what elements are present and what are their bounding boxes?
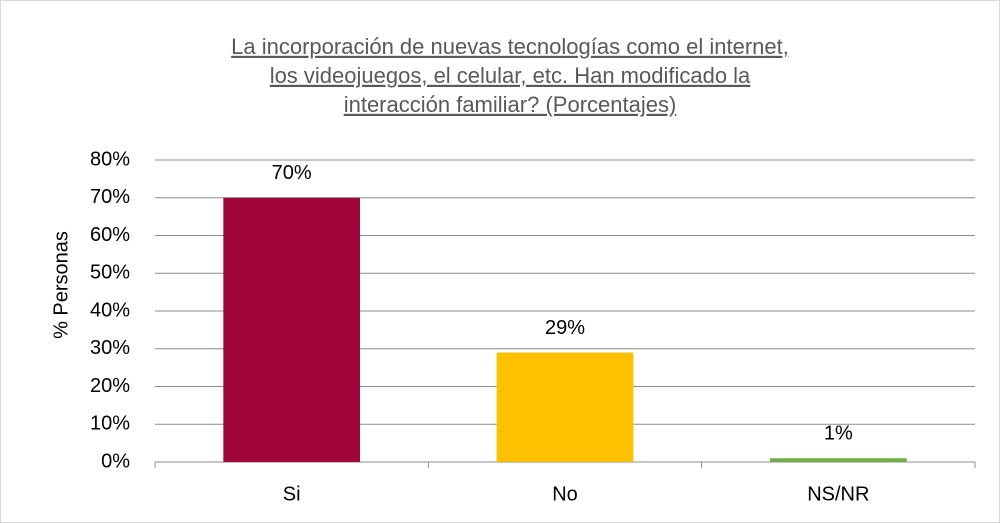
y-tick-label: 40% (90, 299, 130, 321)
chart-title: los videojuegos, el celular, etc. Han mo… (270, 63, 751, 88)
y-tick-label: 80% (90, 148, 130, 170)
y-tick-label: 10% (90, 413, 130, 435)
y-tick-label: 50% (90, 262, 130, 284)
data-label: 70% (272, 162, 312, 184)
y-tick-label: 60% (90, 224, 130, 246)
chart-title: interacción familiar? (Porcentajes) (344, 92, 677, 117)
y-axis-title: % Personas (50, 231, 72, 339)
y-tick-label: 70% (90, 186, 130, 208)
x-tick-label: No (552, 483, 578, 505)
bar (770, 458, 907, 462)
bar (223, 197, 360, 462)
chart-title: La incorporación de nuevas tecnologías c… (231, 34, 789, 59)
x-tick-label: NS/NR (807, 483, 869, 505)
data-label: 29% (545, 317, 585, 339)
y-tick-label: 20% (90, 375, 130, 397)
x-tick-label: Si (283, 483, 301, 505)
y-tick-label: 0% (101, 450, 130, 472)
bar (496, 352, 634, 462)
data-label: 1% (824, 423, 853, 445)
y-tick-label: 30% (90, 337, 130, 359)
